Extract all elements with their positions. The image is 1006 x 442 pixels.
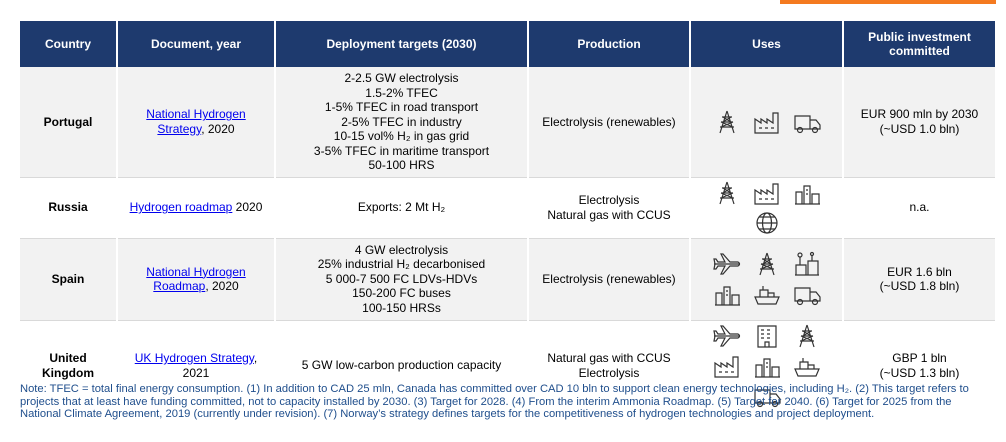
production-cell: Electrolysis Natural gas with CCUS [527,176,690,238]
country-cell: Russia [20,176,117,238]
uses-cell [689,319,843,411]
country-cell: United Kingdom [20,319,117,411]
document-link[interactable]: UK Hydrogen Strategy [134,351,254,365]
target-item: 100-150 HRSs [362,300,441,315]
investment-item: n.a. [909,200,930,215]
table-row: Spain National Hydrogen Roadmap, 2020 4 GW… [20,237,995,320]
hydrogen-strategies-table: Country Document, year Deployment target… [20,21,995,411]
header-production: Production [527,21,690,67]
target-item: 10-15 vol% H₂ in gas grid [333,129,470,143]
investment-item: (~USD 1.3 bln) [879,365,960,380]
production-cell: Electrolysis (renewables) [527,237,690,320]
production-item: Electrolysis [578,365,640,380]
refinery-icon [752,353,782,379]
header-document: Document, year [116,21,275,67]
truck-icon [792,109,822,135]
document-link[interactable]: Hydrogen roadmap [129,200,233,215]
globe-icon [752,210,782,236]
investment-cell: EUR 900 mln by 2030 (~USD 1.0 bln) [842,67,995,177]
target-item: 150-200 FC buses [352,286,451,301]
production-item: Natural gas with CCUS [547,207,671,222]
uses-cell [689,67,843,177]
power-tower-icon [792,323,822,349]
target-item: 2-2.5 GW electrolysis [344,71,459,85]
table-row: Russia Hydrogen roadmap 2020 Exports: 2 Mt… [20,176,995,238]
header-targets: Deployment targets (2030) [274,21,528,67]
investment-cell: EUR 1.6 bln (~USD 1.8 bln) [842,237,995,320]
document-cell: National Hydrogen Strategy, 2020 [116,67,275,177]
country-cell: Portugal [20,67,117,177]
targets-cell: 5 GW low-carbon production capacity [274,319,528,411]
table-row: United Kingdom UK Hydrogen Strategy, 2021… [20,319,995,411]
uses-cell [689,176,843,238]
refinery-icon [792,180,822,206]
production-cell: Electrolysis (renewables) [527,67,690,177]
airplane-icon [712,323,742,349]
targets-cell: 4 GW electrolysis 25% industrial H₂ decar… [274,237,528,320]
header-country: Country [20,21,117,67]
ship-icon [792,353,822,379]
production-cell: Natural gas with CCUS Electrolysis [527,319,690,411]
target-item: 50-100 HRS [368,158,435,172]
refinery-icon [712,281,742,307]
document-year: , 2020 [201,121,235,136]
power-tower-icon [712,180,742,206]
document-year: 2020 [232,200,263,215]
power-tower-icon [752,251,782,277]
investment-item: GBP 1 bln [892,351,947,365]
document-link[interactable]: National Hydrogen Roadmap [146,264,246,294]
factory-icon [712,353,742,379]
target-item: 5 GW low-carbon production capacity [301,358,502,373]
targets-cell: Exports: 2 Mt H₂ [274,176,528,238]
target-item: 2-5% TFEC in industry [341,114,462,129]
target-item: Exports: 2 Mt H₂ [357,200,446,215]
target-item: 25% industrial H₂ decarbonised [317,257,486,272]
document-cell: UK Hydrogen Strategy, 2021 [116,319,275,411]
factory-icon [752,109,782,135]
targets-cell: 2-2.5 GW electrolysis 1.5-2% TFEC 1-5% TFE… [274,67,528,177]
power-tower-icon [712,109,742,135]
truck-icon [752,383,782,409]
target-item: 3-5% TFEC in maritime transport [313,143,490,158]
document-year: , 2021 [182,351,258,380]
document-year: , 2020 [205,279,239,293]
uses-cell [689,237,843,320]
chemical-plant-icon [792,251,822,277]
document-cell: Hydrogen roadmap 2020 [116,176,275,238]
target-item: 4 GW electrolysis [354,242,449,257]
target-item: 1.5-2% TFEC [365,85,438,100]
production-item: Electrolysis (renewables) [542,271,676,286]
investment-item: EUR 1.6 bln [887,264,952,279]
accent-bar [780,0,996,4]
document-link[interactable]: National Hydrogen Strategy [146,107,246,136]
airplane-icon [712,251,742,277]
factory-icon [752,180,782,206]
document-cell: National Hydrogen Roadmap, 2020 [116,237,275,320]
production-item: Natural gas with CCUS [547,351,671,365]
investment-item: (~USD 1.8 bln) [879,279,960,293]
header-uses: Uses [689,21,843,67]
investment-cell: GBP 1 bln (~USD 1.3 bln) [842,319,995,411]
building-icon [752,323,782,349]
header-row: Country Document, year Deployment target… [20,21,995,67]
production-item: Electrolysis (renewables) [542,114,676,129]
target-item: 1-5% TFEC in road transport [324,100,479,114]
investment-cell: n.a. [842,176,995,238]
table-row: Portugal National Hydrogen Strategy, 2020… [20,67,995,177]
production-item: Electrolysis [578,193,640,207]
investment-item: (~USD 1.0 bln) [879,121,960,136]
investment-item: EUR 900 mln by 2030 [860,107,979,122]
footnote: Note: TFEC = total final energy consumpt… [20,383,969,421]
ship-icon [752,281,782,307]
truck-icon [792,281,822,307]
header-investment: Public investment committed [842,21,995,67]
target-item: 5 000-7 500 FC LDVs-HDVs [325,271,478,286]
country-cell: Spain [20,237,117,320]
